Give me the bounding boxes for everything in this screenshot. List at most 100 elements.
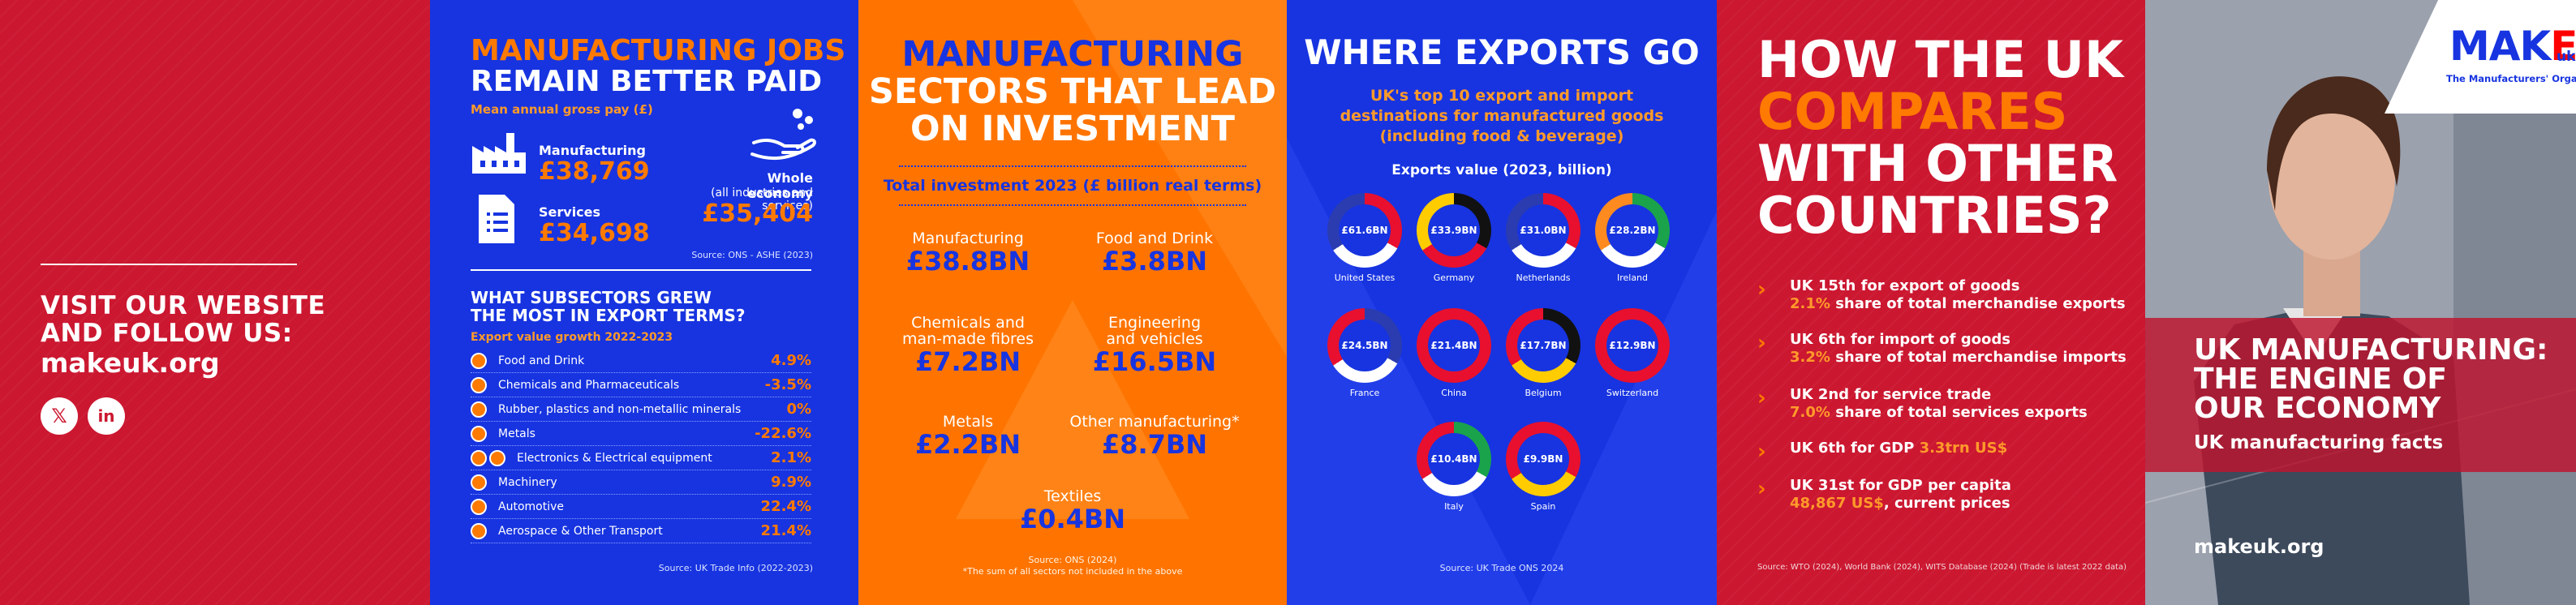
fact-rest: , current prices	[1883, 495, 2010, 512]
country-name: Netherlands	[1516, 272, 1571, 283]
logo-tagline: The Manufacturers' Organisation	[2446, 73, 2576, 84]
chemicals-icon	[471, 376, 487, 393]
logo-uk: uk	[2557, 49, 2576, 65]
export-subtitle: Export value growth 2022-2023	[471, 331, 673, 344]
cover-title-line-2: THE ENGINE OF	[2194, 363, 2447, 396]
services-pay-value: £34,698	[539, 219, 650, 247]
automotive-icon	[471, 498, 487, 515]
flag-ring: £28.2BN	[1595, 193, 1670, 268]
investment-item: Chemicals and man-made fibres £7.2BN	[879, 315, 1057, 376]
sector-name: Chemicals and Pharmaceuticals	[498, 378, 680, 392]
whole-economy-label: Whole economy	[747, 170, 813, 201]
aerospace-icon	[471, 522, 487, 539]
investment-item: Other manufacturing* £8.7BN	[1065, 414, 1244, 459]
investment-name: and vehicles	[1106, 330, 1203, 348]
flag-ring: £33.9BN	[1417, 193, 1491, 268]
exports-chart-label: Exports value (2023, billion)	[1391, 162, 1612, 178]
country-name: Italy	[1444, 501, 1464, 512]
investment-name: Manufacturing	[912, 230, 1024, 247]
country-name: Switzerland	[1606, 388, 1659, 398]
export-value: £21.4BN	[1428, 320, 1480, 371]
investment-item: Engineering and vehicles £16.5BN	[1065, 315, 1244, 376]
country-donut: £17.7BN Belgium	[1506, 308, 1580, 398]
pay-title-line-1: MANUFACTURING JOBS	[471, 34, 846, 67]
cover-title-line-1: UK MANUFACTURING:	[2194, 333, 2548, 367]
logo-wordmark: MAKE	[2449, 23, 2576, 70]
export-value: £31.0BN	[1517, 204, 1569, 256]
flag-ring: £9.9BN	[1506, 422, 1580, 496]
flag-ring: £61.6BN	[1327, 193, 1402, 268]
sector-value: 21.4%	[760, 522, 811, 539]
sector-row: Chemicals and Pharmaceuticals -3.5%	[471, 373, 811, 397]
flag-ring: £17.7BN	[1506, 308, 1580, 383]
pay-and-exports-panel: MANUFACTURING JOBS REMAIN BETTER PAID Me…	[430, 0, 858, 605]
investment-item: Metals £2.2BN	[879, 414, 1057, 459]
sector-name: Food and Drink	[498, 354, 585, 367]
comparison-title: HOW THE UK COMPARES WITH OTHER COUNTRIES…	[1757, 34, 2123, 242]
country-donut: £21.4BN China	[1417, 308, 1491, 398]
comparison-title-line-4: COUNTRIES?	[1757, 186, 2112, 245]
export-source: Source: UK Trade Info (2022-2023)	[658, 563, 813, 573]
investment-name: Chemicals and	[911, 314, 1025, 332]
fact-rest: share of total services exports	[1830, 404, 2088, 421]
fact-rest: share of total merchandise imports	[1830, 349, 2127, 366]
export-value: £12.9BN	[1606, 320, 1658, 371]
country-name: Germany	[1433, 272, 1475, 283]
exports-source: Source: UK Trade ONS 2024	[1439, 563, 1564, 573]
country-donut: £28.2BN Ireland	[1595, 193, 1670, 283]
export-title-line-1: WHAT SUBSECTORS GREW	[471, 288, 712, 307]
fact-line-1: UK 6th for GDP 3.3trn US$	[1790, 440, 2007, 457]
investment-footnote: *The sum of all sectors not included in …	[962, 566, 1183, 577]
pay-title-line-2: REMAIN BETTER PAID	[471, 65, 823, 98]
sector-value: 9.9%	[771, 474, 811, 491]
website-link[interactable]: makeuk.org	[41, 347, 220, 379]
fact-line-1: UK 6th for import of goods	[1790, 331, 2010, 348]
sector-name: Automotive	[498, 500, 564, 513]
machinery-icon	[471, 474, 487, 491]
export-title-line-2: THE MOST IN EXPORT TERMS?	[471, 306, 746, 325]
country-name: Spain	[1530, 501, 1556, 512]
sector-row: Electronics & Electrical equipment 2.1%	[471, 446, 811, 470]
linkedin-icon[interactable]: in	[88, 397, 125, 435]
flag-ring: £24.5BN	[1327, 308, 1402, 383]
x-icon[interactable]: 𝕏	[41, 397, 78, 435]
flag-ring: £10.4BN	[1417, 422, 1491, 496]
exports-subtitle-line-2: destinations for manufactured goods	[1340, 107, 1664, 125]
visit-line-2: AND FOLLOW US:	[41, 319, 293, 348]
fact-line-2: 7.0% share of total services exports	[1790, 404, 2088, 421]
rubber-plastics-icon	[471, 401, 487, 418]
visit-line-1: VISIT OUR WEBSITE	[41, 291, 326, 320]
food-drink-icon	[471, 352, 487, 369]
fact-text: UK 6th for GDP	[1790, 440, 1920, 457]
fact-highlight: 2.1%	[1790, 295, 1830, 312]
exports-title: WHERE EXPORTS GO	[1304, 32, 1700, 72]
factory-icon	[472, 133, 526, 174]
investment-total-label: Total investment 2023 (£ billion real te…	[883, 177, 1262, 195]
exports-subtitle-line-3: (including food & beverage)	[1379, 127, 1624, 145]
investment-name: Engineering	[1108, 314, 1201, 332]
sector-name: Electronics & Electrical equipment	[517, 451, 712, 465]
export-value: £28.2BN	[1606, 204, 1658, 256]
sector-value: -3.5%	[764, 376, 811, 393]
pay-source: Source: ONS - ASHE (2023)	[691, 250, 813, 260]
exports-subtitle: UK's top 10 export and import destinatio…	[1311, 86, 1692, 147]
investment-item: Textiles £0.4BN	[983, 488, 1162, 534]
country-name: Belgium	[1525, 388, 1562, 398]
chevron-right-icon: ›	[1757, 331, 1766, 355]
cover-panel: MAKE uk The Manufacturers' Organisation …	[2145, 0, 2576, 605]
fact-highlight: 3.3trn US$	[1919, 440, 2008, 457]
fact-highlight: 7.0%	[1790, 404, 1830, 421]
exports-destination-panel: WHERE EXPORTS GO UK's top 10 export and …	[1287, 0, 1717, 605]
investment-value: £2.2BN	[914, 429, 1021, 460]
export-value: £9.9BN	[1517, 433, 1569, 485]
pay-title: MANUFACTURING JOBS REMAIN BETTER PAID	[471, 36, 845, 97]
website-link[interactable]: makeuk.org	[2194, 535, 2324, 558]
country-donut: £24.5BN France	[1327, 308, 1402, 398]
sector-value: 4.9%	[771, 352, 811, 369]
fact-line-2: 3.2% share of total merchandise imports	[1790, 349, 2127, 366]
comparison-source: Source: WTO (2024), World Bank (2024), W…	[1757, 563, 2127, 572]
country-donut: £33.9BN Germany	[1417, 193, 1491, 283]
divider	[899, 165, 1246, 167]
investment-source: Source: ONS (2024)	[1028, 555, 1117, 565]
investment-title-line-3: ON INVESTMENT	[910, 109, 1235, 149]
